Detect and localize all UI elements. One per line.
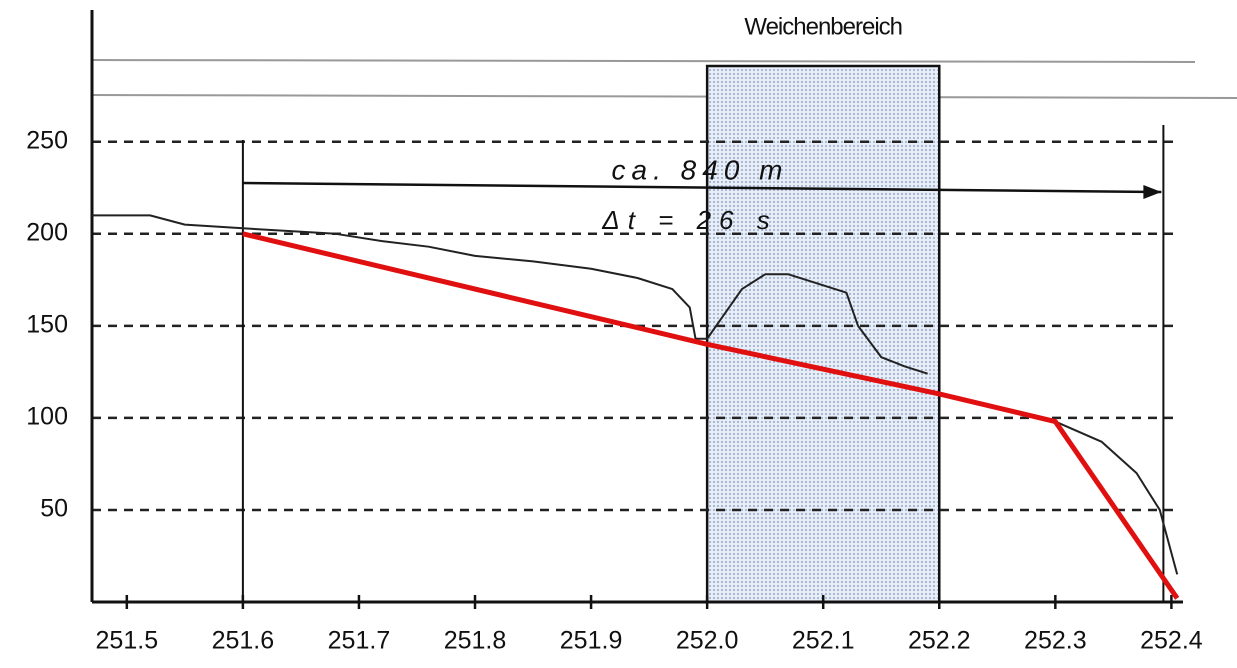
x-tick-label: 251.7: [328, 627, 391, 655]
x-tick-label: 252.1: [792, 627, 855, 655]
span-arrow: [242, 181, 1162, 194]
region-label: Weichenbereich: [744, 13, 902, 40]
x-tick-label: 252.0: [676, 627, 739, 655]
scan-line: [91, 94, 1237, 99]
x-tick-label: 251.6: [212, 627, 275, 655]
region: [705, 64, 941, 604]
x-tick-label: 251.5: [96, 627, 159, 655]
arrow-head: [1143, 185, 1162, 199]
y-tick-label: 250: [26, 126, 68, 154]
y-tick-label: 50: [40, 495, 68, 523]
scan-line: [91, 59, 1196, 63]
x-tick-label: 252.3: [1024, 627, 1087, 655]
annotation: Δt = 26 s: [601, 205, 777, 235]
series-line: [242, 231, 1180, 600]
x-tick-label: 252.4: [1140, 627, 1203, 655]
series-line: [92, 214, 1179, 575]
y-tick-label: 200: [26, 218, 68, 246]
y-tick-label: 100: [26, 403, 68, 431]
x-tick-label: 252.2: [908, 627, 971, 655]
annotation: ca. 840 m: [612, 154, 789, 185]
y-tick-label: 150: [26, 310, 68, 338]
x-tick-label: 251.9: [560, 627, 623, 655]
x-tick-label: 251.8: [444, 627, 507, 655]
